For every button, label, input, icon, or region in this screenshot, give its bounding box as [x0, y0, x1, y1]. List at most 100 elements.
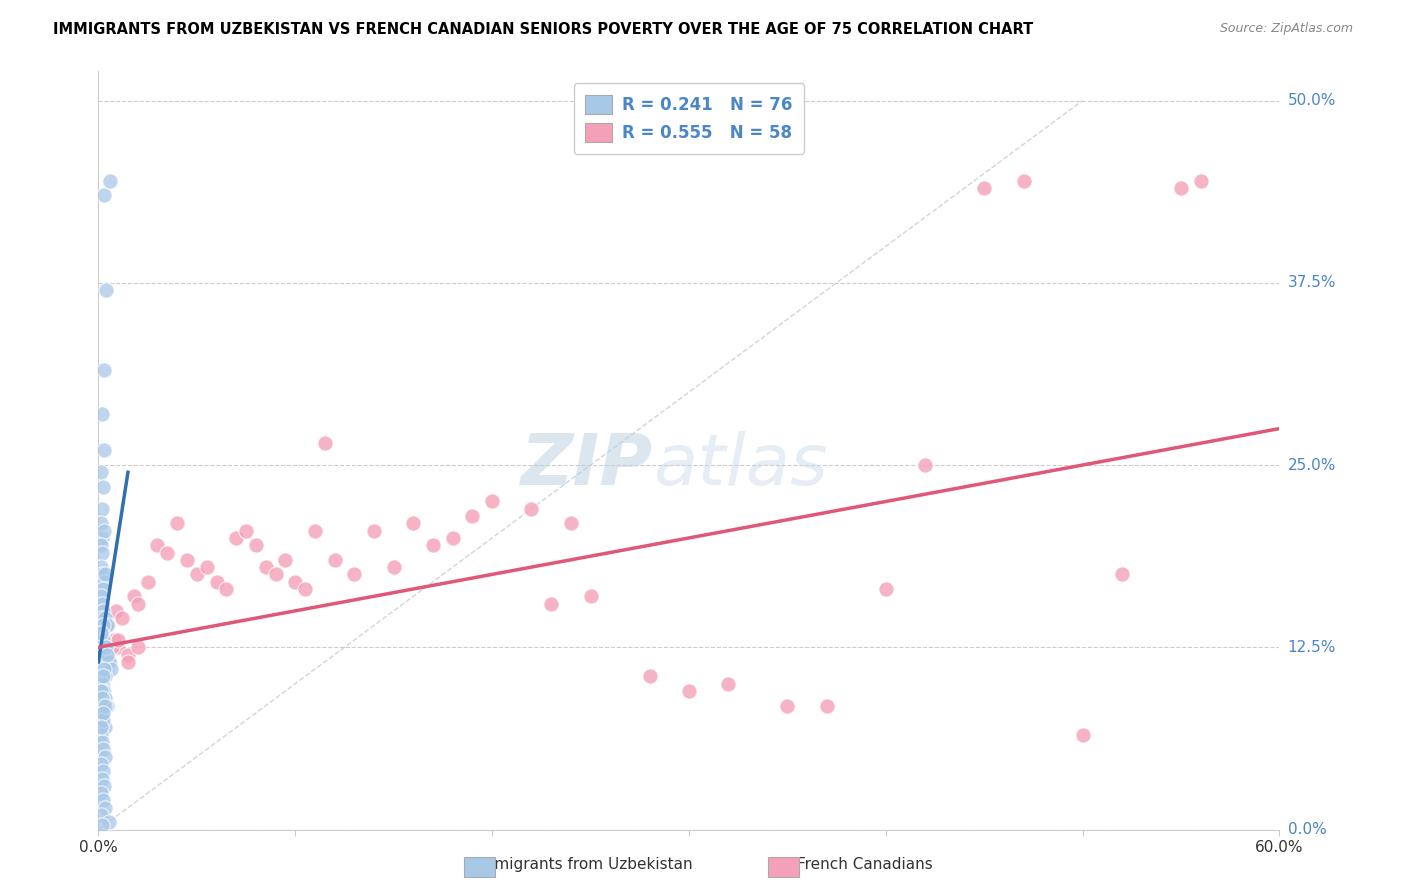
Point	[402, 516, 425, 531]
Point	[103, 633, 125, 648]
Point	[94, 567, 117, 582]
Point	[1071, 728, 1094, 742]
Point	[90, 538, 112, 552]
Point	[875, 582, 897, 596]
Point	[93, 684, 115, 698]
Point	[93, 764, 115, 779]
Point	[93, 648, 115, 662]
Text: Source: ZipAtlas.com: Source: ZipAtlas.com	[1219, 22, 1353, 36]
Point	[90, 560, 112, 574]
Point	[93, 793, 115, 807]
Point	[1170, 181, 1192, 195]
Point	[90, 713, 112, 727]
Point	[117, 655, 139, 669]
Point	[94, 749, 117, 764]
Point	[93, 779, 115, 793]
Point	[678, 684, 700, 698]
Point	[264, 567, 287, 582]
Point	[274, 553, 297, 567]
Point	[91, 531, 114, 545]
Point	[90, 691, 112, 706]
Text: 0.0%: 0.0%	[1288, 822, 1326, 837]
Point	[94, 669, 117, 683]
Point	[93, 363, 115, 377]
Point	[973, 181, 995, 195]
Point	[245, 538, 267, 552]
Text: Immigrants from Uzbekistan: Immigrants from Uzbekistan	[475, 857, 692, 872]
Point	[94, 640, 117, 655]
Point	[94, 721, 117, 735]
Point	[93, 574, 115, 589]
Point	[117, 648, 139, 662]
Point	[101, 640, 124, 655]
Point	[91, 706, 114, 720]
Point	[107, 640, 129, 655]
Point	[91, 501, 114, 516]
Point	[441, 531, 464, 545]
Point	[94, 691, 117, 706]
Point	[94, 611, 117, 625]
Point	[90, 669, 112, 683]
Point	[93, 188, 115, 202]
Point	[1012, 174, 1035, 188]
Point	[91, 545, 114, 559]
Text: 25.0%: 25.0%	[1288, 458, 1336, 473]
Point	[166, 516, 188, 531]
Point	[93, 706, 115, 720]
Point	[93, 677, 115, 691]
Point	[98, 174, 121, 188]
Point	[93, 604, 115, 618]
Point	[90, 706, 112, 720]
Point	[90, 728, 112, 742]
Point	[93, 524, 115, 538]
Point	[100, 662, 122, 676]
Point	[90, 655, 112, 669]
Point	[422, 538, 444, 552]
Point	[93, 480, 115, 494]
Point	[579, 589, 602, 603]
Point	[90, 721, 112, 735]
Point	[717, 677, 740, 691]
Point	[96, 698, 118, 713]
Point	[254, 560, 277, 574]
Point	[93, 669, 115, 683]
Point	[90, 756, 112, 771]
Point	[107, 633, 129, 648]
Point	[97, 618, 120, 632]
Point	[96, 640, 118, 655]
Point	[90, 808, 112, 822]
Point	[96, 618, 118, 632]
Point	[284, 574, 307, 589]
Point	[98, 815, 121, 830]
Text: 50.0%: 50.0%	[1288, 93, 1336, 108]
Point	[91, 735, 114, 749]
Point	[481, 494, 503, 508]
Point	[146, 538, 169, 552]
Point	[90, 786, 112, 800]
Point	[105, 604, 128, 618]
Point	[93, 684, 115, 698]
Point	[93, 443, 115, 458]
Point	[90, 684, 112, 698]
Point	[90, 516, 112, 531]
Point	[156, 545, 179, 559]
Point	[93, 582, 115, 596]
Text: atlas: atlas	[654, 431, 828, 500]
Text: 37.5%: 37.5%	[1288, 276, 1336, 290]
Point	[96, 283, 118, 297]
Point	[1111, 567, 1133, 582]
Point	[91, 567, 114, 582]
Point	[520, 501, 543, 516]
Point	[815, 698, 838, 713]
Point	[363, 524, 385, 538]
Point	[90, 466, 112, 480]
Point	[540, 597, 562, 611]
Point	[343, 567, 366, 582]
Point	[91, 772, 114, 786]
Point	[127, 597, 149, 611]
Point	[186, 567, 208, 582]
Point	[776, 698, 799, 713]
Point	[136, 574, 159, 589]
Text: 12.5%: 12.5%	[1288, 640, 1336, 655]
Point	[98, 655, 121, 669]
